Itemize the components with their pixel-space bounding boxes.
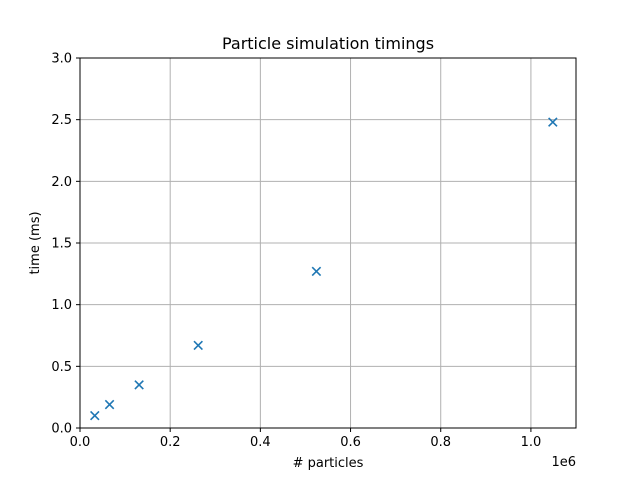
- data-point-marker: [104, 399, 115, 410]
- y-tick-label: 1.5: [51, 237, 72, 252]
- data-point-marker: [311, 266, 322, 277]
- data-point-marker: [134, 380, 144, 390]
- x-tick-label: 0.6: [340, 435, 361, 450]
- y-tick-label: 2.0: [51, 175, 72, 190]
- y-tick-label: 1.0: [51, 298, 72, 313]
- data-point-marker: [193, 340, 203, 351]
- y-axis-label: time (ms): [28, 211, 43, 274]
- x-tick-label: 0.0: [70, 435, 91, 450]
- y-tick-label: 0.0: [51, 422, 72, 437]
- axis-ticks: 0.0 0.2 0.4 0.6 0.8 1.0 0.0 0.5 1.0 1.5 2.0 2.5 3.0: [51, 52, 541, 451]
- data-markers: [90, 117, 558, 421]
- x-axis-offset-label: 1e6: [551, 455, 576, 470]
- plot-frame: [79, 57, 577, 429]
- chart-title: Particle simulation timings: [222, 34, 434, 53]
- x-tick-label: 0.2: [160, 435, 181, 450]
- data-point-marker: [548, 117, 558, 127]
- y-tick-label: 3.0: [51, 52, 72, 67]
- x-tick-label: 0.8: [430, 435, 451, 450]
- x-tick-label: 1.0: [521, 435, 542, 450]
- y-tick-label: 2.5: [51, 113, 72, 128]
- data-point-marker: [90, 410, 100, 421]
- x-axis-label: # particles: [293, 456, 364, 471]
- x-tick-label: 0.4: [250, 435, 271, 450]
- y-tick-label: 0.5: [51, 360, 72, 375]
